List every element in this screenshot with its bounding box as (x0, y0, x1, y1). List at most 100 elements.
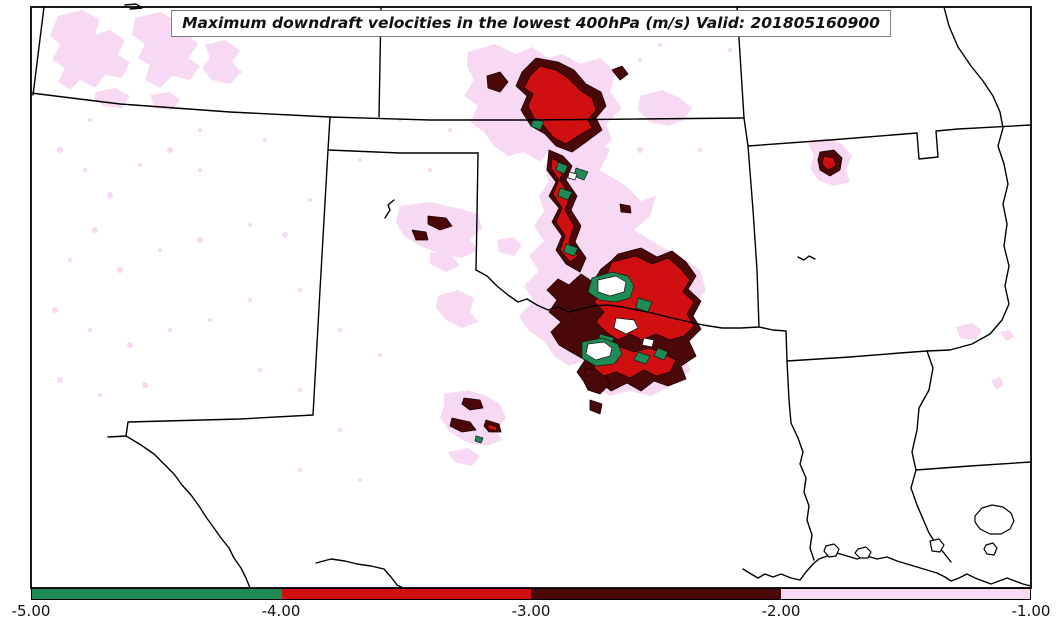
state-border-line (747, 124, 1032, 160)
contour-speckle-pink (428, 168, 432, 172)
state-border-line (107, 414, 314, 438)
contour-speckle-pink (637, 147, 643, 153)
contour-region-green (474, 435, 484, 444)
state-border-line (475, 152, 479, 271)
contour-speckle-pink (282, 232, 288, 238)
contour-speckle-pink (168, 328, 172, 332)
contour-region-maroon (461, 397, 484, 411)
contour-speckle-pink (107, 192, 113, 198)
contour-speckle-pink (298, 468, 302, 472)
contour-speckle-pink (308, 198, 312, 202)
state-border-line (910, 469, 952, 563)
contour-region-maroon (486, 71, 509, 93)
state-border-line (315, 558, 404, 589)
contour-speckle-pink (248, 298, 252, 302)
contour-speckle-pink (138, 163, 142, 167)
contour-region-pink (132, 12, 200, 88)
contour-speckle-pink (198, 128, 202, 132)
lake-outline (974, 504, 1015, 535)
contour-speckle-pink (197, 237, 203, 243)
contour-speckle-pink (83, 168, 87, 172)
colorbar-segment (531, 589, 781, 599)
contour-speckle-pink (198, 168, 202, 172)
contour-speckle-pink (117, 267, 123, 273)
contour-region-red (523, 65, 597, 145)
contour-speckle-pink (158, 248, 162, 252)
contour-region-pink (396, 202, 482, 258)
lake-outline (823, 543, 840, 558)
contour-speckle-pink (142, 382, 148, 388)
colorbar-segment (281, 589, 531, 599)
contour-region-green (555, 161, 569, 175)
state-border-line (125, 435, 251, 589)
contour-region-pink (991, 377, 1004, 390)
state-border-line (124, 3, 143, 10)
contour-region-pink (638, 90, 692, 126)
contour-speckle-pink (448, 128, 452, 132)
contour-region-pink (436, 290, 478, 328)
state-border-line (743, 117, 760, 328)
contour-speckle-pink (167, 147, 173, 153)
contour-speckle-pink (638, 58, 642, 62)
contour-speckle-pink (52, 307, 58, 313)
contour-region-green (653, 347, 669, 361)
contour-region-white (641, 337, 655, 348)
state-border-line (475, 269, 760, 329)
contour-region-pink (95, 88, 130, 108)
contour-region-pink (202, 40, 242, 84)
contour-speckle-pink (248, 223, 252, 227)
state-border-line (312, 116, 331, 416)
lake-outline (983, 542, 998, 556)
contour-region-pink (430, 252, 460, 272)
state-border-line (911, 350, 934, 471)
contour-speckle-pink (88, 118, 92, 122)
state-border-line (797, 255, 816, 261)
contour-speckle-pink (358, 478, 362, 482)
contour-region-green (563, 243, 579, 257)
contour-speckle-pink (698, 148, 702, 152)
contour-speckle-pink (658, 43, 662, 47)
contour-region-pink (497, 237, 522, 256)
contour-speckle-pink (378, 353, 382, 357)
colorbar (31, 588, 1031, 600)
state-border-line (786, 350, 928, 362)
colorbar-tick-label: -1.00 (1011, 602, 1051, 620)
contour-region-pink (448, 448, 480, 466)
contour-speckle-pink (728, 48, 732, 52)
contour-speckle-pink (338, 328, 342, 332)
contour-speckle-pink (263, 138, 267, 142)
colorbar-segment (780, 589, 1030, 599)
contour-region-red (487, 423, 498, 432)
state-border-line (926, 6, 1010, 352)
colorbar-tick-label: -3.00 (511, 602, 551, 620)
state-border-line (758, 326, 788, 362)
contour-speckle-pink (68, 258, 72, 262)
colorbar-tick-label: -5.00 (11, 602, 51, 620)
contour-region-red (821, 155, 837, 171)
state-border-line (327, 149, 479, 154)
contour-region-white (585, 341, 613, 361)
contour-region-maroon (611, 65, 629, 81)
contour-region-maroon (427, 215, 453, 231)
contour-speckle-pink (98, 393, 102, 397)
state-border-line (32, 6, 45, 96)
contour-region-green (530, 117, 545, 131)
contour-region-white (567, 171, 578, 181)
plot-title: Maximum downdraft velocities in the lowe… (171, 10, 891, 37)
state-border-line (742, 552, 1032, 587)
state-border-line (915, 461, 1032, 471)
contour-speckle-pink (298, 388, 302, 392)
contour-region-maroon (589, 399, 603, 415)
contour-speckle-pink (208, 318, 212, 322)
contour-region-maroon (546, 149, 587, 273)
colorbar-tick-label: -2.00 (761, 602, 801, 620)
contour-speckle-pink (88, 328, 92, 332)
state-border-line (384, 199, 395, 219)
contour-speckle-pink (358, 158, 362, 162)
contour-speckle-pink (57, 147, 63, 153)
contour-region-green (557, 187, 573, 201)
contour-speckle-pink (92, 227, 98, 233)
contour-speckle-pink (127, 342, 133, 348)
